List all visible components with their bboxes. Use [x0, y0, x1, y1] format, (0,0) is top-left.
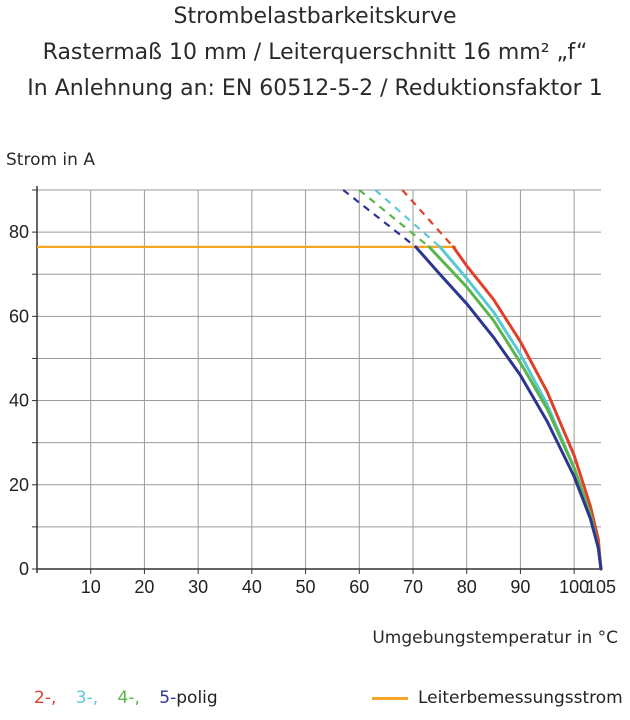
chart-subtitle-spacing: Rastermaß 10 mm / Leiterquerschnitt 16 m…: [42, 40, 588, 65]
legend-pole-suffix: polig: [176, 688, 218, 708]
legend-item-2-pole: 2-,: [34, 688, 57, 708]
series-4--pole-line: [427, 245, 603, 571]
x-tick-label-60: 60: [349, 577, 369, 597]
series-4--pole-dashed: [358, 189, 430, 248]
y-axis-label: Strom in A: [6, 150, 95, 170]
series-group: [37, 189, 603, 571]
chart-subtitle-standard: In Anlehnung an: EN 60512-5-2 / Reduktio…: [27, 76, 603, 101]
legend-pole-variants: 2-, 3-, 4-, 5-polig: [34, 688, 218, 708]
x-tick-label-70: 70: [403, 577, 423, 597]
x-tick-label-40: 40: [242, 577, 262, 597]
x-tick-label-20: 20: [134, 577, 154, 597]
series-5--pole-dashed: [342, 189, 417, 248]
series-3--pole-dashed: [374, 189, 441, 248]
legend-rated-current-label: Leiterbemessungsstrom: [418, 688, 623, 708]
x-tick-label-50: 50: [296, 577, 316, 597]
x-tick-label-80: 80: [457, 577, 477, 597]
series-2--pole-line: [451, 245, 603, 571]
x-tick-label-30: 30: [188, 577, 208, 597]
y-tick-label-60: 60: [9, 306, 29, 326]
series-2--pole-dashed: [401, 189, 455, 248]
y-tick-label-0: 0: [19, 559, 29, 579]
legend-rated-current: Leiterbemessungsstrom: [372, 688, 623, 708]
y-tick-label-20: 20: [9, 475, 29, 495]
x-tick-label-105: 105: [586, 577, 616, 597]
legend-rated-current-swatch: [372, 696, 408, 700]
y-tick-label-80: 80: [9, 222, 29, 242]
series-5--pole-line: [414, 245, 603, 571]
legend-item-5-pole: 5-: [159, 688, 177, 708]
y-tick-label-40: 40: [9, 391, 29, 411]
axes: [32, 186, 601, 574]
x-tick-label-10: 10: [81, 577, 101, 597]
grid: [37, 189, 601, 569]
legend-item-4-pole: 4-,: [117, 688, 140, 708]
x-tick-label-90: 90: [510, 577, 530, 597]
x-tick-label-100: 100: [559, 577, 589, 597]
chart-title: Strombelastbarkeitskurve: [173, 4, 457, 29]
legend-item-3-pole: 3-,: [75, 688, 99, 708]
x-axis-label: Umgebungstemperatur in °C: [372, 628, 618, 648]
